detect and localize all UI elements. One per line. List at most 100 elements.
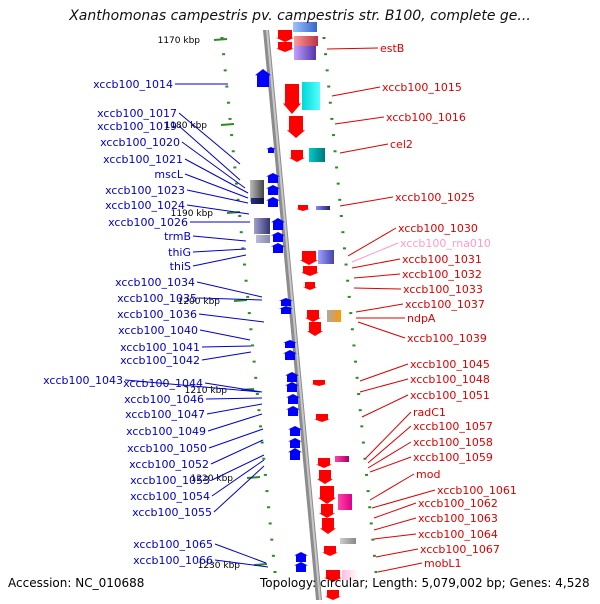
gene-leader-line [375,548,419,558]
gene-label-right: xccb100_1037 [405,298,485,311]
accession-info: Accession: NC_010688 [8,576,144,590]
feature-box [318,250,334,264]
forward-gene-arrow [286,394,300,404]
gene-leader-line [359,363,409,382]
gene-leader-line [199,329,251,341]
gene-leader-line [331,86,381,97]
reverse-gene-arrow [276,30,294,42]
gene-label-right: xccb100_1063 [418,512,498,525]
gene-leader-line [184,173,249,199]
gene-label-left: xccb100_1065 [133,538,213,551]
tick-mark [350,328,354,331]
gene-label-right: mod [416,468,440,481]
forward-gene-arrow [266,173,280,183]
tick-mark [238,215,242,217]
tick-mark [328,101,332,104]
gene-leader-line [192,235,247,242]
gene-leader-line [369,473,415,501]
reverse-gene-arrow [324,570,342,582]
gene-leader-line [369,456,412,473]
tick-mark [260,441,264,444]
reverse-gene-arrow [325,590,341,600]
gene-label-right: xccb100_1061 [437,484,517,497]
feature-box [251,198,264,204]
feature-box [340,538,356,544]
gene-leader-line [181,141,246,189]
ruler-label: 1210 kbp [185,386,228,396]
gene-label-right: xccb100_1039 [407,332,487,345]
tick-mark [347,295,351,298]
forward-gene-arrow [288,448,302,460]
gene-leader-line [377,562,423,573]
tick-mark [339,215,343,217]
ruler-tick [220,123,235,126]
ruler-tick [253,563,268,566]
tick-mark [230,134,234,137]
gene-label-right: cel2 [390,138,413,151]
gene-leader-line [214,543,267,564]
gene-leader-line [198,297,263,301]
gene-label-right: xccb100_1048 [410,373,490,386]
forward-gene-arrow [285,382,299,392]
gene-leader-line [206,403,263,415]
feature-box [335,456,349,462]
gene-label-right: xccb100_1057 [413,420,493,433]
genome-axis-highlight [266,30,321,600]
forward-gene-arrow [271,232,285,242]
gene-leader-line [198,313,265,323]
gene-label-left: xccb100_1019 [97,120,177,133]
gene-leader-line [184,158,249,194]
reverse-gene-arrow [320,518,336,534]
gene-label-right: radC1 [413,406,446,419]
gene-leader-line [211,459,265,497]
feature-box [309,148,325,162]
gene-leader-line [192,254,247,267]
gene-leader-line [367,425,412,464]
ruler-label: 1220 kbp [191,474,234,484]
reverse-gene-arrow [322,546,338,556]
accession-label: Accession: [8,576,72,590]
tick-mark [368,506,372,509]
tick-mark [333,150,337,153]
forward-gene-arrow [266,197,280,207]
tick-mark [336,182,340,185]
gene-leader-line [207,413,263,432]
gene-label-right: xccb100_1064 [418,528,498,541]
reverse-gene-arrow [305,310,321,322]
gene-leader-line [213,465,265,513]
tick-mark [255,393,259,395]
tick-mark [338,198,342,201]
feature-box [294,36,318,46]
tick-mark [270,538,274,541]
reverse-gene-arrow [296,205,310,211]
ruler-label: 1180 kbp [165,121,208,131]
reverse-gene-arrow [287,116,305,138]
reverse-gene-arrow [276,42,294,52]
gene-label-right: xccb100_1051 [410,389,490,402]
tick-mark [358,409,362,412]
forward-gene-arrow [286,406,300,416]
gene-label-left: xccb100_1042 [120,354,200,367]
gene-label-left: xccb100_1024 [105,199,185,212]
accession-value: NC_010688 [75,576,145,590]
tick-mark [349,312,353,315]
reverse-gene-arrow [316,458,332,468]
tick-mark [228,117,232,120]
ruler-label: 1170 kbp [158,36,201,46]
gene-label-left: xccb100_1055 [132,506,212,519]
feature-box [256,235,270,243]
gene-leader-line [186,204,250,215]
tick-mark [254,376,258,379]
tick-mark [352,344,356,347]
tick-mark [246,295,250,298]
gene-leader-line [326,47,379,50]
feature-box [293,22,317,32]
gene-label-left: xccb100_1014 [93,78,173,91]
tick-mark [372,554,376,557]
tick-mark [273,571,277,573]
tick-mark [330,117,334,120]
reverse-gene-arrow [319,504,335,518]
tick-mark [247,312,251,315]
gene-label-left: xccb100_1043 [43,374,123,387]
gene-leader-line [367,441,412,469]
